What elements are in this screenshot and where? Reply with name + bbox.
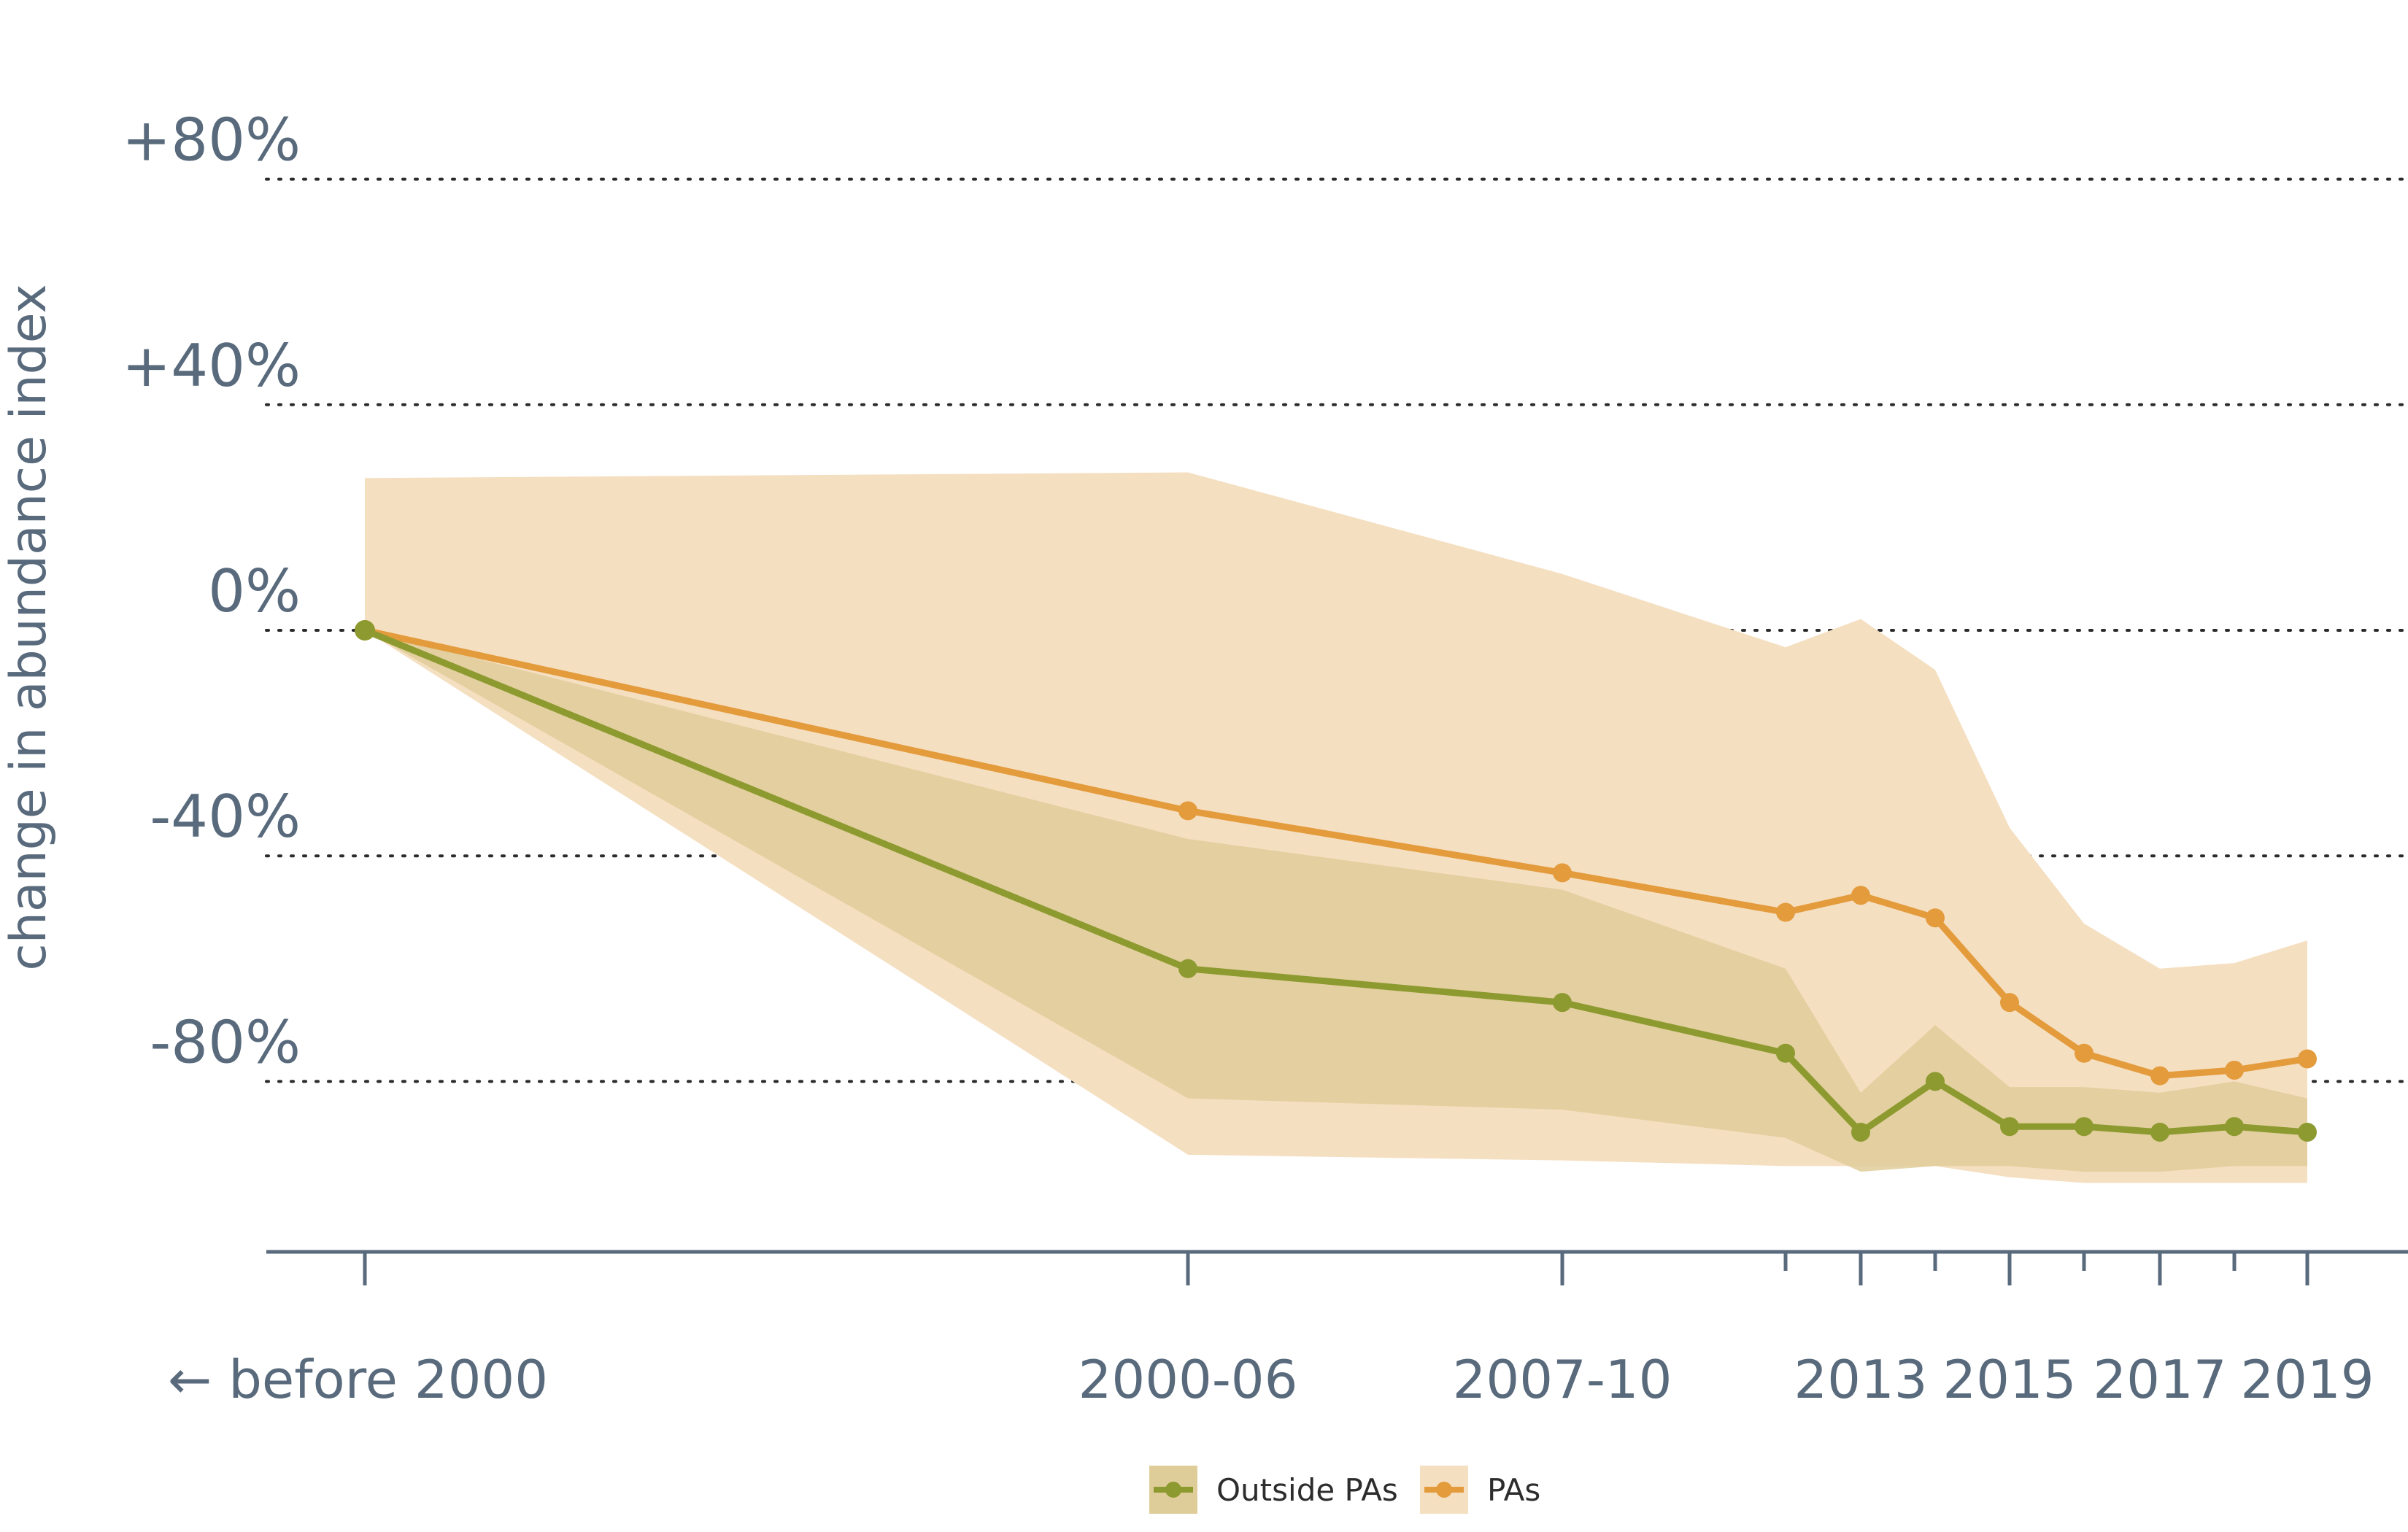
legend-item-pas: PAs (1420, 1466, 1540, 1514)
data-point-pas (2000, 993, 2019, 1013)
x-tick-label: 2017 (2093, 1349, 2226, 1410)
data-point-outside-pas (1926, 1072, 1945, 1091)
data-point-outside-pas (1776, 1043, 1795, 1063)
y-tick-labels: +80% +40% 0% -40% -80% (122, 107, 301, 1077)
legend-swatch-point (1165, 1482, 1181, 1498)
data-point-outside-pas (1851, 1122, 1870, 1142)
y-tick-label: -40% (150, 783, 301, 851)
x-tick-label: 2019 (2240, 1349, 2374, 1410)
data-point-pas (1178, 801, 1197, 821)
data-point-pas (2298, 1049, 2317, 1069)
x-tick-labels: ← before 2000 2000-06 2007-10 2013 2015 2017 2… (168, 1349, 2374, 1410)
x-tick-label: 2013 (1794, 1349, 1927, 1410)
data-point-outside-pas (2150, 1122, 2169, 1142)
y-tick-label: -80% (150, 1008, 301, 1076)
data-point-outside-pas (2298, 1122, 2317, 1142)
x-axis (266, 1250, 2408, 1285)
x-tick-label: 2007-10 (1453, 1349, 1672, 1410)
data-point-outside-pas (1553, 993, 1572, 1013)
data-point-pas (2150, 1066, 2169, 1086)
legend-item-outside-pas: Outside PAs (1149, 1466, 1398, 1514)
x-tick-label: 2000-06 (1078, 1349, 1298, 1410)
y-tick-label: 0% (208, 557, 301, 625)
confidence-bands (365, 472, 2307, 1183)
data-point-outside-pas (2225, 1117, 2244, 1137)
data-point-outside-pas (2000, 1117, 2019, 1137)
data-point-pas (1851, 886, 1870, 905)
data-point-pas (1926, 908, 1945, 928)
data-point-pas (1776, 902, 1795, 922)
legend: Outside PAs PAs (1149, 1466, 1540, 1514)
data-point-pas (2075, 1043, 2094, 1063)
data-point-outside-pas (2075, 1117, 2094, 1137)
y-tick-label: +80% (122, 107, 301, 174)
y-axis-label: change in abundance index (0, 284, 58, 970)
confidence-band-outside-pas (365, 630, 2307, 1172)
x-tick-label: 2015 (1942, 1349, 2076, 1410)
data-point-outside-pas (1178, 959, 1197, 978)
data-point-pas (2225, 1060, 2244, 1080)
legend-label: Outside PAs (1216, 1472, 1398, 1508)
data-point-outside-pas (355, 620, 375, 641)
confidence-band-pas (365, 472, 2307, 1183)
legend-swatch-point (1436, 1482, 1452, 1498)
data-point-pas (1553, 863, 1572, 883)
series-points (355, 620, 2317, 1142)
legend-label: PAs (1487, 1472, 1540, 1508)
x-tick-label: ← before 2000 (168, 1349, 548, 1410)
y-tick-label: +40% (122, 332, 301, 400)
